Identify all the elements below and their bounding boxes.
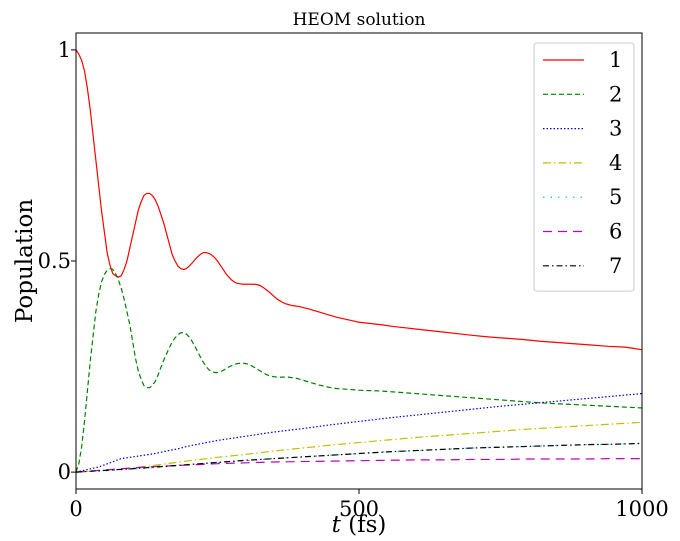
legend-label-1: 1 bbox=[609, 48, 622, 72]
chart-title: HEOM solution bbox=[293, 10, 426, 30]
x-axis-label-var: t bbox=[332, 512, 342, 538]
x-axis-label: t (fs) bbox=[332, 512, 387, 538]
y-tick-label: 0.5 bbox=[38, 249, 71, 273]
legend-label-6: 6 bbox=[609, 220, 622, 244]
legend-label-7: 7 bbox=[609, 254, 622, 278]
legend-label-5: 5 bbox=[609, 185, 622, 209]
y-tick-label: 0 bbox=[58, 460, 71, 484]
legend-label-2: 2 bbox=[609, 82, 622, 106]
series-line-3 bbox=[75, 392, 643, 473]
legend-label-3: 3 bbox=[609, 117, 622, 141]
series-line-4 bbox=[75, 421, 643, 473]
axes: 0 500 1000 0 0.5 1 bbox=[38, 32, 669, 521]
legend-box bbox=[533, 42, 635, 292]
series-line-2 bbox=[75, 267, 643, 473]
x-tick-label: 1000 bbox=[615, 497, 668, 521]
x-axis-label-unit: (fs) bbox=[341, 512, 387, 538]
series-line-1 bbox=[75, 49, 643, 351]
y-tick-label: 1 bbox=[58, 38, 71, 62]
x-tick-label: 0 bbox=[69, 497, 82, 521]
series-line-5 bbox=[75, 442, 643, 473]
plot-area bbox=[75, 49, 643, 473]
legend-label-4: 4 bbox=[609, 151, 622, 175]
series-line-7 bbox=[75, 442, 643, 473]
y-axis-label: Population bbox=[12, 199, 38, 323]
series-line-6 bbox=[75, 458, 642, 473]
x-tick-label: 500 bbox=[339, 497, 379, 521]
legend: 1 2 3 4 5 6 7 bbox=[533, 42, 635, 292]
